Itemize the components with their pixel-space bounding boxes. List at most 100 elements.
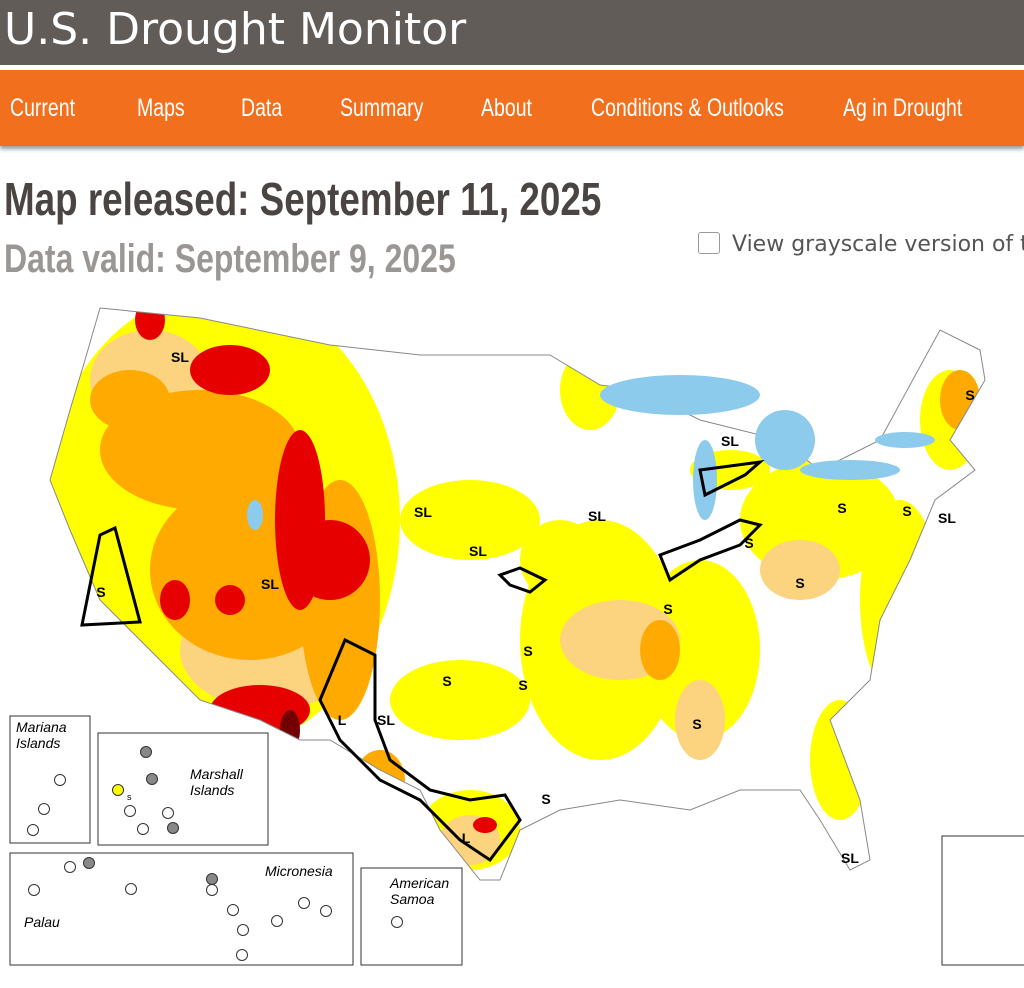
lake [247,500,263,530]
island [236,949,248,961]
lake [755,410,815,470]
impact-label: SL [588,508,606,524]
impact-label: S [96,584,105,600]
island [125,883,137,895]
impact-label: S [523,643,532,659]
island [124,805,136,817]
impact-label: S [663,601,672,617]
impact-label: L [338,712,347,728]
island [28,884,40,896]
lakes [247,375,935,530]
impact-boundaries [80,459,765,863]
island [271,915,283,927]
drought-areas [50,308,980,870]
drought-area [215,585,245,615]
island [162,807,174,819]
island [137,823,149,835]
impact-label: SL [171,349,189,365]
lake [693,440,717,520]
island-marked [83,857,95,869]
impact-label: S [518,677,527,693]
checkbox[interactable] [698,232,720,254]
map-released: Map released: September 11, 2025 [4,173,602,225]
island-marked [206,873,218,885]
impact-label: S [442,673,451,689]
island [206,884,218,896]
us-outline [49,307,986,881]
drought-area [640,620,680,680]
lake [875,432,935,448]
nav-item[interactable]: About [481,94,532,122]
impact-label: S [837,500,846,516]
drought-area [810,700,870,820]
drought-area [520,520,600,600]
impact-label: S [744,535,753,551]
drought-area [760,540,840,600]
drought-area [390,660,530,740]
inset-label: Marshall [190,766,244,782]
drought-area [400,480,540,560]
drought-area [190,345,270,395]
inset-labels: MarianaIslandsMarshallIslandsMicronesiaP… [16,719,449,961]
data-valid: Data valid: September 9, 2025 [4,237,456,281]
drought-area [675,680,725,760]
impact-label: SL [377,712,395,728]
nav-item[interactable]: Data [241,94,283,122]
inset-label: Mariana [16,719,67,735]
drought-area [640,560,760,740]
island [27,824,39,836]
lake [600,375,760,415]
header: U.S. Drought Monitor [0,0,1024,65]
inset-label: Islands [16,735,60,751]
toggle-label[interactable]: View grayscale version of t [732,232,1024,257]
impact-label: S [965,387,974,403]
island-dry [112,784,124,796]
island [320,905,332,917]
inset-label: American [389,875,449,891]
impact-label: S [902,503,911,519]
island [237,924,249,936]
drought-area [135,308,165,340]
nav-item[interactable]: Maps [137,94,185,122]
nav-item[interactable]: Current [10,94,76,122]
island [391,916,403,928]
nav-item[interactable]: Ag in Drought [843,94,963,122]
impact-label: S [541,791,550,807]
drought-area [90,370,170,430]
site-title[interactable]: U.S. Drought Monitor [4,4,467,55]
impact-label: SL [841,850,859,866]
insets [9,715,1024,966]
impact-label: L [462,830,471,846]
drought-area [473,817,497,833]
inset-label: Islands [190,782,234,798]
island [227,904,239,916]
nav-item[interactable]: Conditions & Outlooks [591,94,784,122]
impact-label: S [692,716,701,732]
impact-label: S [795,575,804,591]
drought-area [280,710,300,750]
island-marked [140,746,152,758]
drought-area [290,520,370,600]
impact-label: SL [261,576,279,592]
inset-label: Micronesia [265,863,333,879]
lake [800,460,900,480]
drought-area [160,580,190,620]
inset-label: Palau [24,914,60,930]
inset-marker-label: s [127,792,132,802]
nav-bar: Current Maps Data Summary About Conditions & … [0,70,1024,146]
inset-label: Samoa [390,891,435,907]
island-marked [146,773,158,785]
nav-item[interactable]: Summary [340,94,424,122]
island [64,861,76,873]
grayscale-toggle[interactable]: View grayscale version of t [698,232,1024,257]
island-marked [167,822,179,834]
island [38,803,50,815]
island [54,774,66,786]
impact-label: SL [938,510,956,526]
impact-label: SL [469,543,487,559]
island [298,897,310,909]
impact-label: SL [414,504,432,520]
